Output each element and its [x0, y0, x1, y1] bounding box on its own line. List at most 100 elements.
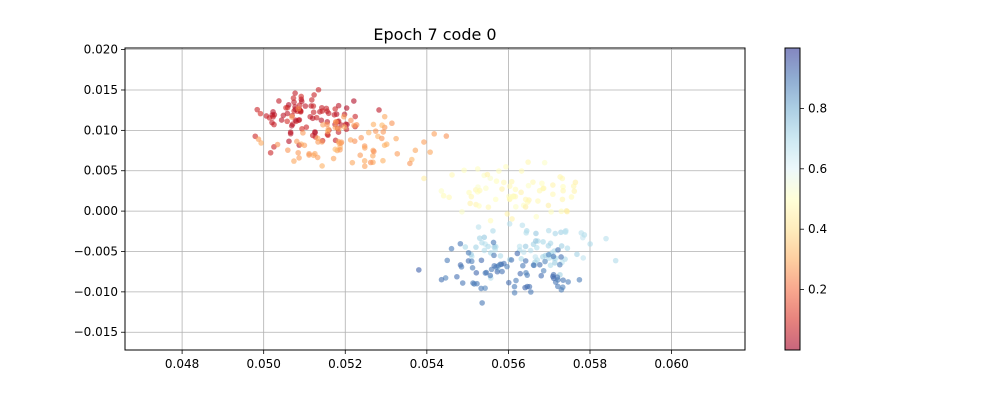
data-point	[370, 152, 376, 159]
data-point	[347, 137, 354, 143]
data-point	[343, 105, 350, 111]
data-point	[378, 135, 385, 142]
data-point	[487, 272, 494, 279]
data-point	[479, 300, 485, 306]
data-point	[412, 147, 419, 154]
data-point	[511, 289, 518, 296]
data-point	[560, 183, 566, 190]
data-point	[337, 146, 343, 153]
data-point	[295, 149, 301, 156]
data-point	[295, 105, 302, 112]
data-point	[444, 257, 451, 264]
data-point	[380, 129, 387, 135]
data-point	[555, 247, 561, 253]
data-point	[527, 247, 534, 254]
data-point	[558, 208, 565, 215]
data-point	[459, 209, 465, 215]
data-point	[483, 185, 489, 192]
data-point	[461, 167, 467, 174]
data-point	[269, 119, 275, 126]
data-point	[612, 257, 619, 264]
data-point	[491, 252, 497, 259]
data-point	[537, 261, 543, 268]
data-point	[536, 187, 543, 194]
data-point	[296, 155, 302, 161]
data-point	[362, 145, 368, 151]
data-point	[365, 129, 372, 136]
data-point	[335, 138, 342, 145]
data-point	[473, 270, 480, 276]
data-point	[302, 103, 309, 109]
data-point	[512, 203, 519, 210]
data-point	[371, 148, 377, 155]
data-points	[252, 86, 619, 306]
y-tick-label: 0.010	[84, 123, 118, 137]
data-point	[372, 128, 379, 134]
data-point	[523, 269, 529, 276]
data-point	[278, 117, 285, 123]
data-point	[284, 118, 291, 125]
x-tick-label: 0.060	[654, 357, 688, 371]
data-point	[555, 283, 561, 290]
data-point	[309, 115, 316, 122]
data-point	[519, 222, 526, 229]
data-point	[562, 229, 569, 235]
data-point	[320, 121, 326, 128]
data-point	[535, 198, 541, 204]
data-point	[533, 244, 540, 251]
data-point	[532, 254, 539, 260]
data-point	[383, 141, 390, 148]
data-point	[449, 172, 455, 178]
colorbar-frame	[784, 47, 801, 351]
data-point	[509, 194, 516, 200]
grid-lines	[125, 48, 745, 350]
data-point	[560, 277, 566, 283]
data-point	[578, 230, 585, 236]
data-point	[291, 158, 297, 164]
data-point	[407, 160, 413, 167]
y-tick-label: −0.005	[74, 244, 118, 258]
data-point	[501, 179, 507, 186]
data-point	[540, 239, 546, 245]
data-point	[505, 279, 512, 286]
data-point	[336, 126, 342, 132]
data-point	[312, 129, 318, 136]
data-point	[558, 254, 564, 260]
data-point	[315, 139, 321, 145]
data-point	[298, 98, 305, 105]
data-point	[331, 112, 338, 118]
data-point	[482, 285, 488, 291]
data-point	[550, 273, 556, 280]
colorbar-tick-label: 0.6	[808, 162, 827, 176]
data-point	[352, 113, 359, 120]
data-point	[473, 244, 479, 250]
y-tick-label: 0.015	[84, 83, 118, 97]
x-tick-label: 0.054	[410, 357, 444, 371]
data-point	[478, 257, 485, 264]
data-point	[438, 276, 445, 283]
data-point	[493, 178, 500, 184]
data-point	[522, 258, 529, 264]
y-tick-label: 0.020	[84, 43, 118, 57]
data-point	[564, 245, 571, 252]
data-point	[524, 283, 531, 290]
data-point	[492, 196, 499, 203]
data-point	[284, 110, 291, 117]
data-point	[448, 245, 455, 252]
data-point	[603, 235, 609, 242]
x-tick-label: 0.058	[573, 357, 607, 371]
data-point	[525, 182, 532, 189]
data-point	[545, 251, 552, 258]
data-point	[542, 258, 548, 265]
data-point	[530, 262, 537, 268]
data-point	[558, 243, 565, 249]
data-point	[257, 110, 264, 117]
data-point	[550, 191, 556, 198]
data-point	[517, 270, 524, 277]
data-point	[525, 159, 531, 165]
data-point	[563, 208, 570, 214]
data-point	[459, 280, 466, 286]
data-point	[286, 138, 292, 145]
data-point	[497, 253, 504, 259]
data-point	[311, 92, 317, 98]
